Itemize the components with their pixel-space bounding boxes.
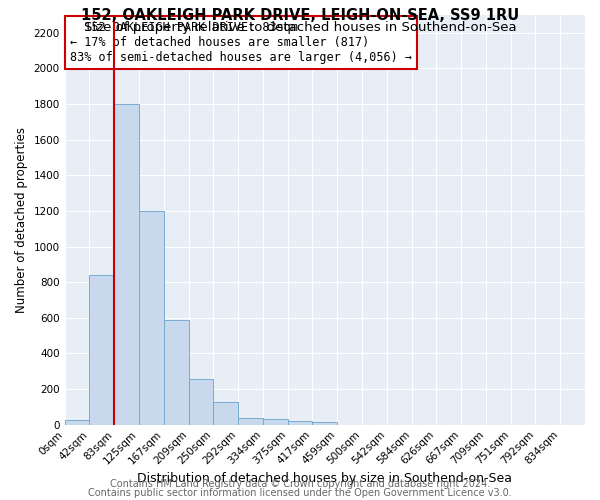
Bar [114, 104, 139, 424]
X-axis label: Distribution of detached houses by size in Southend-on-Sea: Distribution of detached houses by size … [137, 472, 512, 485]
Text: Contains HM Land Registry data © Crown copyright and database right 2024.: Contains HM Land Registry data © Crown c… [110, 479, 490, 489]
Bar [214, 402, 238, 424]
Y-axis label: Number of detached properties: Number of detached properties [15, 127, 28, 313]
Bar [89, 275, 114, 424]
Text: Contains public sector information licensed under the Open Government Licence v3: Contains public sector information licen… [88, 488, 512, 498]
Bar [139, 211, 164, 424]
Bar [188, 380, 214, 424]
Bar [263, 420, 287, 424]
Bar [287, 421, 313, 424]
Bar [164, 320, 188, 424]
Text: Size of property relative to detached houses in Southend-on-Sea: Size of property relative to detached ho… [83, 21, 517, 34]
Text: 152 OAKLEIGH PARK DRIVE: 83sqm
← 17% of detached houses are smaller (817)
83% of: 152 OAKLEIGH PARK DRIVE: 83sqm ← 17% of … [70, 21, 412, 64]
Bar [313, 422, 337, 424]
Bar [65, 420, 89, 424]
Bar [238, 418, 263, 424]
Text: 152, OAKLEIGH PARK DRIVE, LEIGH-ON-SEA, SS9 1RU: 152, OAKLEIGH PARK DRIVE, LEIGH-ON-SEA, … [81, 8, 519, 22]
